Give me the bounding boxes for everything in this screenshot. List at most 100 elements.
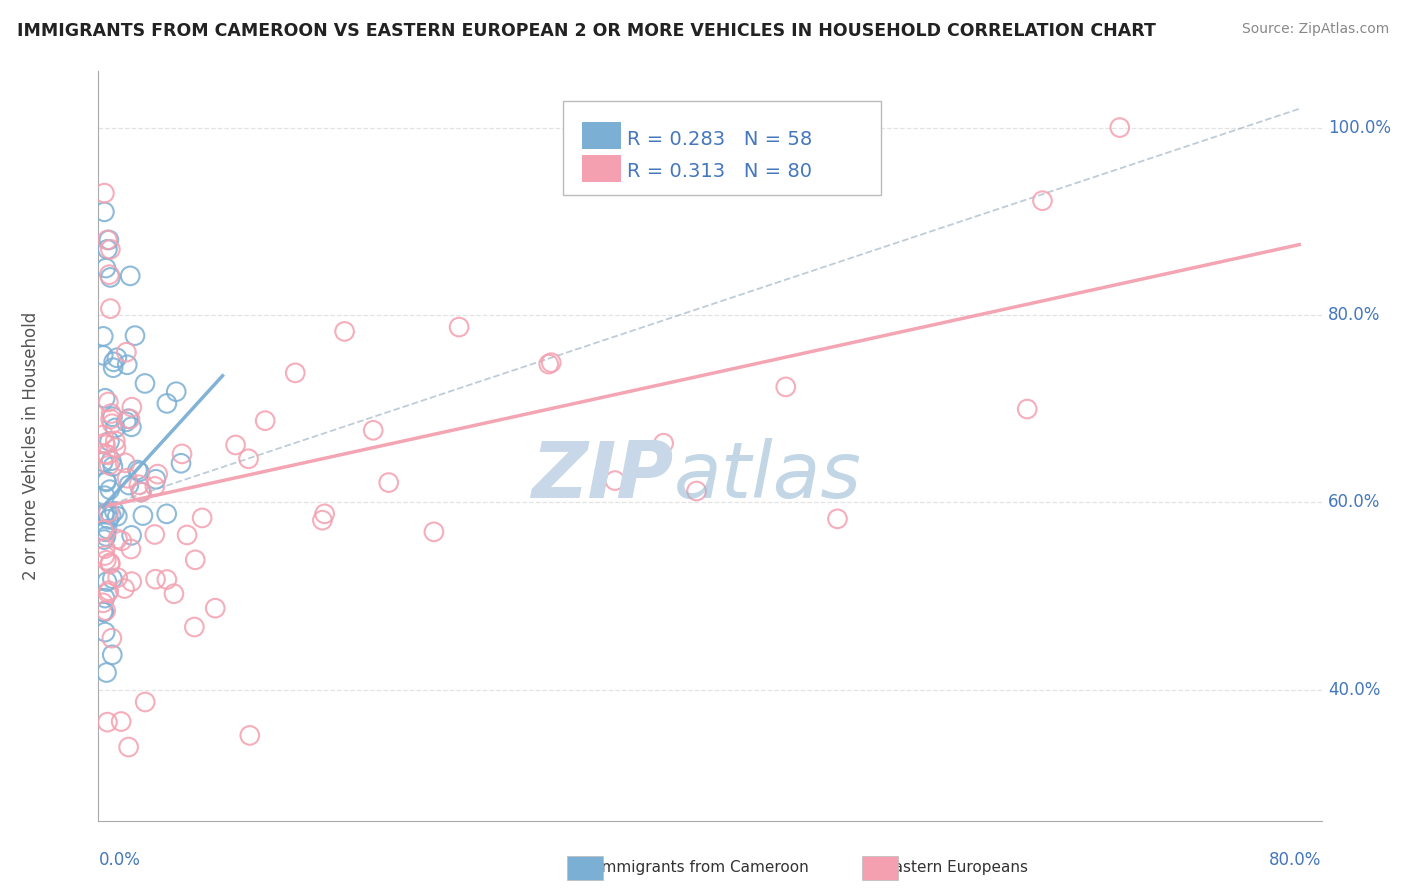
Point [97,583,120,598]
Point [98,434,121,449]
Point [361,423,384,437]
Point [128,465,150,479]
Point [97,505,120,519]
Point [183,620,205,634]
Point [94,438,117,452]
Point [145,572,167,586]
Text: R = 0.313   N = 80: R = 0.313 N = 80 [627,162,811,181]
Point [184,553,207,567]
Point [104,434,127,448]
Point [100,270,122,285]
Point [100,454,122,468]
Text: 0.0%: 0.0% [98,851,141,869]
Point [114,456,136,470]
Point [191,511,214,525]
Point [120,419,142,434]
Text: 40.0%: 40.0% [1327,681,1381,698]
Text: 2 or more Vehicles in Household: 2 or more Vehicles in Household [22,312,41,580]
Point [146,467,169,481]
Point [423,524,446,539]
Point [94,489,117,503]
Point [117,411,139,425]
Point [105,509,128,524]
Point [115,345,138,359]
Point [225,438,247,452]
Point [156,396,179,410]
Text: IMMIGRANTS FROM CAMEROON VS EASTERN EUROPEAN 2 OR MORE VEHICLES IN HOUSEHOLD COR: IMMIGRANTS FROM CAMEROON VS EASTERN EURO… [17,22,1156,40]
Point [121,400,143,414]
Point [101,459,124,474]
Point [104,441,127,455]
Point [96,522,118,536]
Point [1017,402,1039,417]
Point [97,233,120,247]
Point [129,485,152,500]
Point [91,596,114,610]
Point [103,504,125,518]
Point [93,205,115,219]
Text: 80.0%: 80.0% [1327,306,1381,324]
Point [120,268,142,283]
Point [93,428,115,442]
Point [94,447,117,461]
Point [100,412,122,426]
Point [96,553,118,567]
Text: Immigrants from Cameroon: Immigrants from Cameroon [598,860,808,874]
FancyBboxPatch shape [582,154,620,181]
Point [111,533,134,548]
Point [239,728,262,742]
Point [96,665,118,680]
Point [101,648,124,662]
Point [118,412,141,426]
Point [603,474,626,488]
Point [115,415,138,429]
Point [93,605,115,619]
Point [120,542,142,557]
Point [100,301,122,316]
Point [1108,120,1130,135]
Point [131,485,153,500]
Point [311,513,333,527]
Point [91,455,114,469]
Point [204,601,226,615]
Point [94,604,117,618]
Point [94,261,117,276]
Point [110,714,132,729]
Point [94,591,117,605]
Point [101,572,124,586]
Point [96,233,118,247]
Point [93,186,115,200]
Point [96,574,118,589]
Point [143,527,166,541]
Point [101,409,124,424]
Text: Eastern Europeans: Eastern Europeans [884,860,1028,874]
Point [94,625,117,640]
Point [827,512,849,526]
Point [163,587,186,601]
Point [94,474,117,488]
Text: R = 0.283   N = 58: R = 0.283 N = 58 [627,130,813,149]
Point [121,528,143,542]
Text: 60.0%: 60.0% [1327,493,1381,511]
Point [93,436,115,450]
Point [96,715,118,730]
Point [94,391,117,405]
Point [97,512,120,526]
Point [101,417,124,431]
FancyBboxPatch shape [564,102,882,195]
Point [143,479,166,493]
Point [537,357,560,371]
Point [94,549,117,563]
Point [685,483,707,498]
Point [100,407,122,421]
Point [170,447,193,461]
Point [104,421,127,435]
Point [775,380,797,394]
Point [134,695,156,709]
Point [132,508,155,523]
Point [284,366,307,380]
Point [100,508,122,523]
Point [127,463,149,477]
Point [117,358,139,372]
Point [314,507,336,521]
